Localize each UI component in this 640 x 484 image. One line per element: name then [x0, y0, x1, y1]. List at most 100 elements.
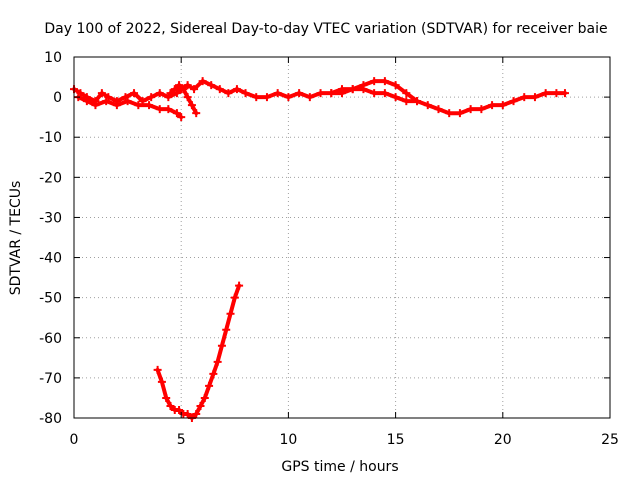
data-point [187, 101, 196, 110]
y-tick-label: -30 [39, 210, 62, 226]
data-point [222, 325, 231, 334]
data-point [434, 105, 443, 114]
y-tick-label: -80 [39, 411, 62, 427]
data-point [509, 97, 518, 106]
data-point [76, 89, 85, 98]
data-point [541, 89, 550, 98]
data-point [207, 81, 216, 90]
data-point [252, 93, 261, 102]
data-point [164, 105, 173, 114]
grid [74, 57, 610, 418]
data-point [164, 93, 173, 102]
data-point [391, 93, 400, 102]
data-point [200, 393, 209, 402]
y-axis-label: SDTVAR / TECUs [8, 181, 24, 296]
data-point [175, 405, 184, 414]
data-point [190, 85, 199, 94]
data-point [192, 409, 201, 418]
y-tick-label: -50 [39, 291, 62, 307]
y-tick-label: 0 [53, 90, 62, 106]
series-u-curve [153, 281, 244, 422]
data-point [147, 93, 156, 102]
data-point [170, 85, 179, 94]
data-point [380, 77, 389, 86]
y-tick-label: -70 [39, 371, 62, 387]
data-point [402, 89, 411, 98]
data-point [520, 93, 529, 102]
data-point [179, 85, 188, 94]
data-point [295, 89, 304, 98]
data-point [338, 89, 346, 98]
data-point [477, 105, 486, 114]
data-point [196, 401, 205, 410]
data-point [102, 97, 111, 106]
x-tick-label: 5 [177, 432, 186, 448]
x-tick-label: 25 [601, 432, 619, 448]
data-point [380, 89, 389, 98]
data-point [97, 89, 106, 98]
y-tick-label: -60 [39, 331, 62, 347]
data-point [183, 93, 192, 102]
data-point [370, 77, 379, 86]
data-point [466, 105, 475, 114]
data-point [359, 85, 368, 94]
data-point [215, 85, 224, 94]
data-point [305, 93, 314, 102]
data-point [213, 357, 222, 366]
data-point [155, 89, 164, 98]
data-point [316, 89, 325, 98]
data-point [530, 93, 539, 102]
data-point [370, 89, 379, 98]
data-point [82, 97, 91, 106]
series-main-band [70, 77, 569, 118]
plot-frame [73, 56, 611, 419]
data-point [166, 401, 175, 410]
data-point [112, 101, 121, 110]
data-point [230, 293, 239, 302]
data-point [391, 81, 400, 90]
data-point [226, 309, 235, 318]
data-point [91, 101, 100, 110]
data-point [327, 89, 336, 98]
series-layer [70, 77, 569, 422]
data-point [232, 85, 241, 94]
y-tick-label: -20 [39, 170, 62, 186]
data-point [241, 89, 250, 98]
x-tick-label: 10 [279, 432, 297, 448]
data-point [224, 89, 233, 98]
data-point [166, 89, 175, 98]
data-point [235, 281, 244, 290]
x-tick-label: 0 [70, 432, 79, 448]
axes: 0 5 10 15 20 25 10 0 -10 -20 -30 -40 -50 -60 -70 -80 [39, 50, 619, 448]
data-point [209, 369, 218, 378]
data-point [217, 341, 226, 350]
data-point [205, 381, 214, 390]
y-tick-label: -10 [39, 130, 62, 146]
y-tick-label: -40 [39, 251, 62, 267]
data-point [413, 97, 422, 106]
series-upper-band [327, 85, 422, 106]
data-point [157, 377, 166, 386]
data-point [402, 97, 411, 106]
data-point [123, 97, 132, 106]
data-point [145, 101, 154, 110]
data-point [192, 109, 201, 118]
x-tick-label: 15 [387, 432, 405, 448]
data-point [198, 77, 207, 86]
series-low-band [74, 93, 186, 122]
x-tick-label: 20 [494, 432, 512, 448]
data-point [183, 81, 192, 90]
data-point [284, 93, 293, 102]
data-point [172, 109, 181, 118]
y-tick-label: 10 [44, 50, 62, 66]
data-point [183, 409, 192, 418]
data-point [175, 81, 184, 90]
data-point [445, 109, 454, 118]
data-point [130, 89, 139, 98]
data-point [162, 393, 171, 402]
data-point [262, 93, 271, 102]
x-axis-label: GPS time / hours [281, 459, 398, 475]
data-point [423, 101, 432, 110]
